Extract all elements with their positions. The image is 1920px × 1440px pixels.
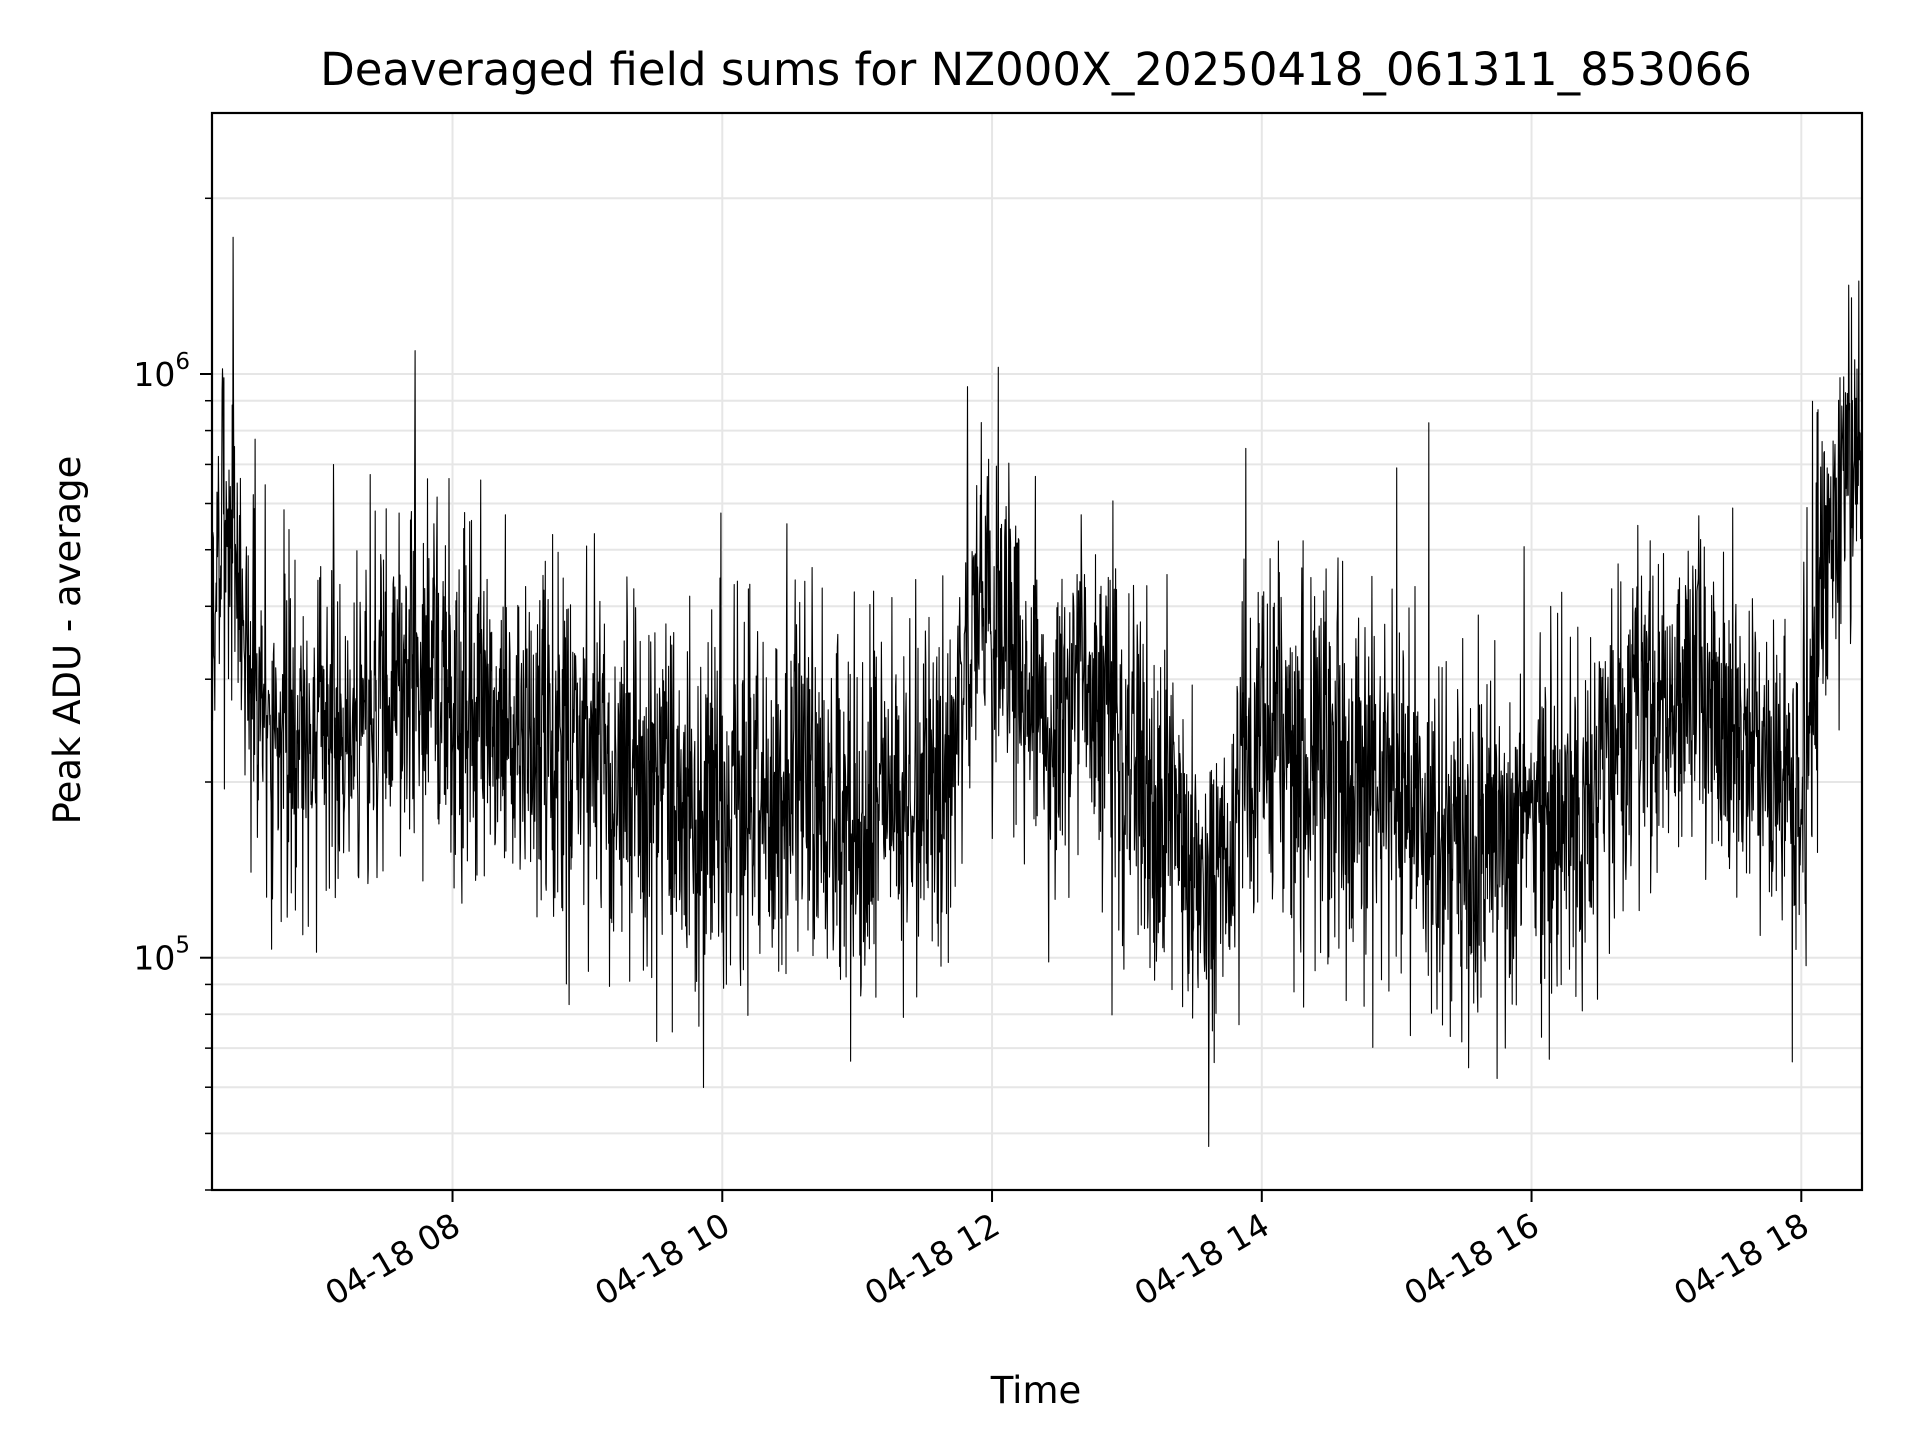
y-tick-base: 10: [133, 355, 175, 394]
x-tick-label: 04-18 10: [588, 1205, 736, 1313]
x-tick-label: 04-18 12: [858, 1205, 1006, 1313]
x-axis-label: Time: [990, 1369, 1082, 1412]
x-tick-label: 04-18 08: [319, 1205, 467, 1313]
y-tick-label: 105: [133, 933, 190, 978]
chart-title: Deaveraged field sums for NZ000X_2025041…: [320, 43, 1752, 96]
series-line: [211, 236, 1863, 1148]
x-axis: 04-18 08 04-18 10 04-18 12 04-18 14 04-18 16…: [319, 1190, 1815, 1313]
y-tick-base: 10: [133, 939, 175, 978]
y-axis-label: Peak ADU - average: [46, 456, 89, 825]
x-tick-label: 04-18 18: [1667, 1205, 1815, 1313]
y-tick-exponent: 6: [175, 349, 190, 375]
plot-area: [211, 236, 1863, 1148]
x-tick-label: 04-18 14: [1128, 1205, 1276, 1313]
y-tick-label: 106: [133, 349, 190, 394]
x-tick-label: 04-18 16: [1398, 1205, 1546, 1313]
axes-frame: [210, 111, 1864, 1192]
y-tick-exponent: 5: [175, 933, 190, 959]
